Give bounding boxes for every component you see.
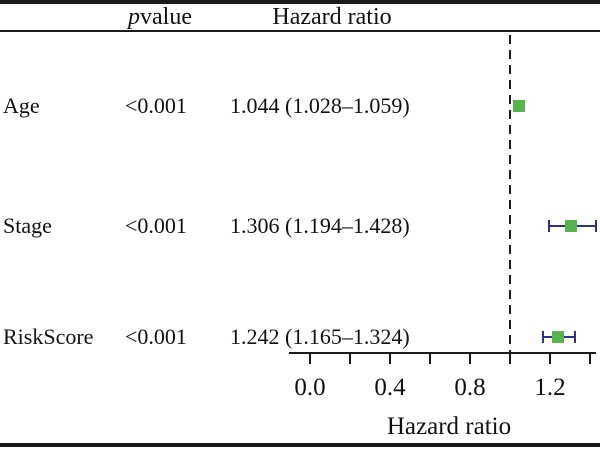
row-hr-ci: 1.242 (1.165–1.324) <box>230 324 410 349</box>
table-row-age: Age <0.001 1.044 (1.028–1.059) <box>0 92 600 120</box>
x-axis-tick-label: 1.2 <box>534 374 566 401</box>
x-axis-tick <box>549 354 551 364</box>
row-hr-ci: 1.044 (1.028–1.059) <box>230 93 410 118</box>
x-axis-tick <box>309 354 311 364</box>
hazard-ratio-marker <box>512 100 525 112</box>
x-axis-tick-label: 0.4 <box>374 374 406 401</box>
row-label: Stage <box>3 213 52 238</box>
column-header-hazard-ratio: Hazard ratio <box>272 4 392 30</box>
x-axis-tick-label: 0.8 <box>454 374 486 401</box>
table-row-stage: Stage <0.001 1.306 (1.194–1.428) <box>0 212 600 240</box>
row-pvalue: <0.001 <box>125 213 187 238</box>
row-hr-ci: 1.306 (1.194–1.428) <box>230 213 410 238</box>
pvalue-italic-p: p <box>128 4 141 30</box>
x-axis-title: Hazard ratio <box>386 413 512 440</box>
table-row-riskscore: RiskScore <0.001 1.242 (1.165–1.324) <box>0 323 600 351</box>
bottom-border-rule <box>0 443 600 447</box>
hazard-ratio-marker <box>552 331 565 343</box>
row-pvalue: <0.001 <box>125 324 187 349</box>
error-bar-cap-right <box>594 220 597 232</box>
x-axis-line <box>289 352 596 354</box>
x-axis-tick <box>469 354 471 364</box>
row-label: Age <box>3 93 40 118</box>
error-bar-cap-right <box>573 331 576 343</box>
x-axis-tick <box>389 354 391 364</box>
x-axis-tick <box>589 354 591 364</box>
reference-line <box>509 35 511 352</box>
error-bar-cap-left <box>547 220 550 232</box>
column-header-pvalue: pvalue <box>128 3 192 31</box>
error-bar-cap-left <box>542 331 544 343</box>
x-axis-tick-label: 0.0 <box>294 374 326 401</box>
pvalue-rest: value <box>140 4 192 30</box>
top-border-rule <box>0 0 600 4</box>
hazard-ratio-marker <box>565 220 578 232</box>
x-axis-tick <box>349 354 351 364</box>
row-label: RiskScore <box>3 324 94 349</box>
x-axis-tick <box>429 354 431 364</box>
row-pvalue: <0.001 <box>125 93 187 118</box>
x-axis-tick <box>509 354 511 364</box>
header-separator-rule <box>0 30 600 32</box>
